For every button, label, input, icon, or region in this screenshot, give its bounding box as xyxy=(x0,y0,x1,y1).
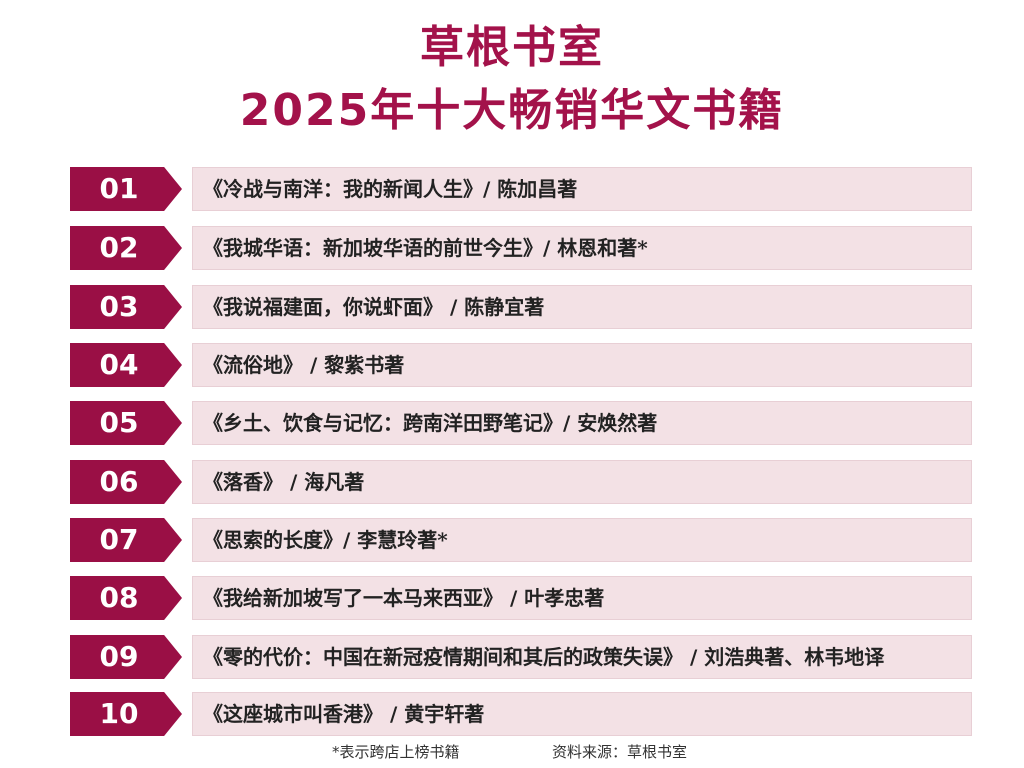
rank-number: 07 xyxy=(99,523,139,556)
store-name-title: 草根书室 xyxy=(420,22,604,73)
rank-badge xyxy=(70,518,182,562)
book-entry: 《我城华语：新加坡华语的前世今生》/ 林恩和著* xyxy=(203,236,648,260)
ranking-row-03: 03 《我说福建面，你说虾面》 / 陈静宜著 xyxy=(70,285,974,329)
ranking-row-05: 05 《乡土、饮食与记忆：跨南洋田野笔记》/ 安焕然著 xyxy=(70,401,974,445)
ranking-row-09: 09 《零的代价：中国在新冠疫情期间和其后的政策失误》 / 刘浩典著、林韦地译 xyxy=(70,635,974,679)
rank-badge xyxy=(70,692,182,736)
entry-bar: 《我说福建面，你说虾面》 / 陈静宜著 xyxy=(192,285,972,329)
entry-bar: 《零的代价：中国在新冠疫情期间和其后的政策失误》 / 刘浩典著、林韦地译 xyxy=(192,635,972,679)
rank-number: 01 xyxy=(99,172,139,205)
rank-badge xyxy=(70,167,182,211)
entry-bar: 《我城华语：新加坡华语的前世今生》/ 林恩和著* xyxy=(192,226,972,270)
entry-bar: 《落香》 / 海凡著 xyxy=(192,460,972,504)
rank-number: 08 xyxy=(99,581,139,614)
rank-badge xyxy=(70,343,182,387)
entry-bar: 《冷战与南洋：我的新闻人生》/ 陈加昌著 xyxy=(192,167,972,211)
entry-bar: 《乡土、饮食与记忆：跨南洋田野笔记》/ 安焕然著 xyxy=(192,401,972,445)
ranking-row-10: 10 《这座城市叫香港》 / 黄宇轩著 xyxy=(70,692,974,736)
data-source: 资料来源：草根书室 xyxy=(552,743,688,761)
rank-badge xyxy=(70,285,182,329)
rank-number: 09 xyxy=(99,640,139,673)
rank-badge xyxy=(70,635,182,679)
ranking-row-01: 01 《冷战与南洋：我的新闻人生》/ 陈加昌著 xyxy=(70,167,974,211)
rank-badge xyxy=(70,460,182,504)
entry-bar: 《流俗地》 / 黎紫书著 xyxy=(192,343,972,387)
rank-number: 10 xyxy=(99,697,139,730)
book-entry: 《冷战与南洋：我的新闻人生》/ 陈加昌著 xyxy=(203,177,578,201)
ranking-row-02: 02 《我城华语：新加坡华语的前世今生》/ 林恩和著* xyxy=(70,226,974,270)
book-entry: 《我给新加坡写了一本马来西亚》 / 叶孝忠著 xyxy=(203,586,605,610)
book-entry: 《落香》 / 海凡著 xyxy=(203,470,365,494)
rank-number: 05 xyxy=(99,406,139,439)
list-title: 2025年十大畅销华文书籍 xyxy=(239,85,785,136)
book-entry: 《零的代价：中国在新冠疫情期间和其后的政策失误》 / 刘浩典著、林韦地译 xyxy=(203,645,885,669)
cross-store-note: *表示跨店上榜书籍 xyxy=(332,743,460,761)
entry-bar: 《这座城市叫香港》 / 黄宇轩著 xyxy=(192,692,972,736)
rank-badge xyxy=(70,576,182,620)
ranking-row-04: 04 《流俗地》 / 黎紫书著 xyxy=(70,343,974,387)
rank-number: 06 xyxy=(99,465,139,498)
book-entry: 《这座城市叫香港》 / 黄宇轩著 xyxy=(203,702,485,726)
ranking-row-07: 07 《思索的长度》/ 李慧玲著* xyxy=(70,518,974,562)
book-entry: 《乡土、饮食与记忆：跨南洋田野笔记》/ 安焕然著 xyxy=(203,411,658,435)
rank-number: 02 xyxy=(99,231,139,264)
ranking-row-06: 06 《落香》 / 海凡著 xyxy=(70,460,974,504)
entry-bar: 《思索的长度》/ 李慧玲著* xyxy=(192,518,972,562)
book-entry: 《思索的长度》/ 李慧玲著* xyxy=(203,528,448,552)
rank-badge xyxy=(70,226,182,270)
entry-bar: 《我给新加坡写了一本马来西亚》 / 叶孝忠著 xyxy=(192,576,972,620)
rank-badge xyxy=(70,401,182,445)
book-entry: 《流俗地》 / 黎紫书著 xyxy=(203,353,405,377)
rank-number: 03 xyxy=(99,290,139,323)
book-entry: 《我说福建面，你说虾面》 / 陈静宜著 xyxy=(203,295,545,319)
ranking-row-08: 08 《我给新加坡写了一本马来西亚》 / 叶孝忠著 xyxy=(70,576,974,620)
rank-number: 04 xyxy=(99,348,139,381)
